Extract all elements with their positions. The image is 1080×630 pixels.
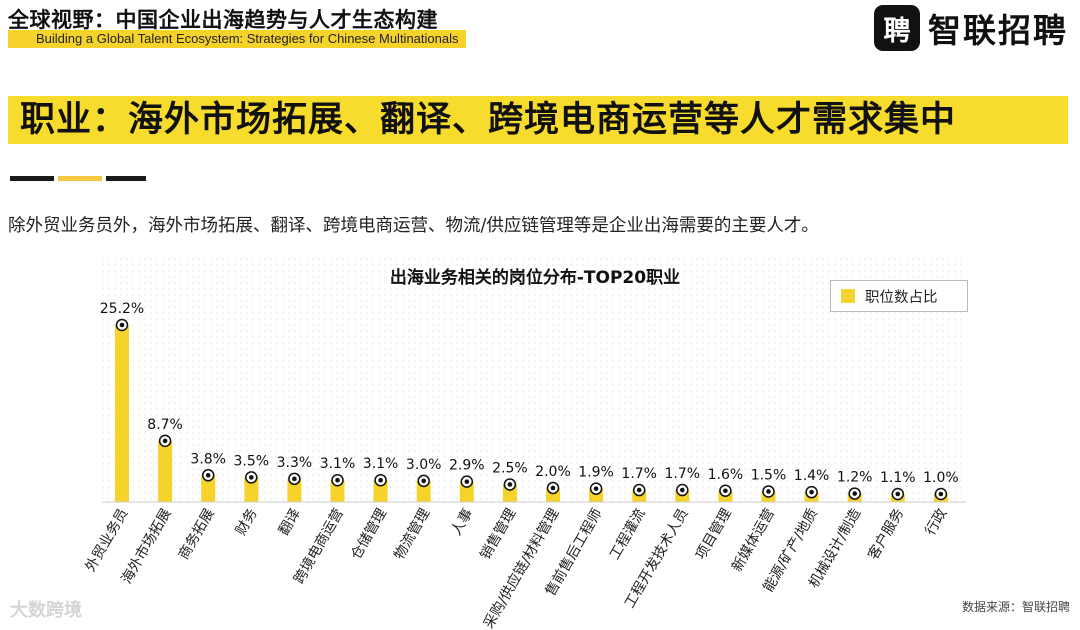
chart-background <box>102 256 966 502</box>
data-label: 3.8% <box>190 451 226 467</box>
bar-marker-dot <box>464 479 470 484</box>
bar-marker-dot <box>162 438 168 444</box>
logo-mark-icon: 聘 <box>874 5 920 51</box>
bar <box>115 325 129 502</box>
description-text: 除外贸业务员外，海外市场拓展、翻译、跨境电商运营、物流/供应链管理等是企业出海需… <box>8 216 819 236</box>
divider-segment <box>58 176 102 181</box>
category-label: 工程灌流 <box>607 506 649 562</box>
decorative-divider <box>10 176 146 181</box>
bar-marker-dot <box>421 478 427 484</box>
divider-segment <box>10 176 54 181</box>
bar-marker-dot <box>119 322 125 328</box>
data-label: 1.4% <box>794 468 830 484</box>
section-banner: 职业：海外市场拓展、翻译、跨境电商运营等人才需求集中 <box>8 96 1068 144</box>
bar-marker-dot <box>938 491 944 497</box>
watermark: 大数跨境 <box>10 600 82 621</box>
category-label: 仓储管理 <box>348 506 390 562</box>
bar-marker-dot <box>249 475 254 480</box>
category-label: 外贸业务员 <box>83 506 132 575</box>
bar <box>244 477 259 502</box>
bar <box>416 480 431 502</box>
category-label: 行政 <box>923 506 951 538</box>
section-title: 职业：海外市场拓展、翻译、跨境电商运营等人才需求集中 <box>20 100 957 140</box>
bar <box>287 478 302 502</box>
data-label: 3.3% <box>277 455 313 471</box>
data-label: 3.0% <box>406 457 442 473</box>
bar-marker-dot <box>593 486 599 491</box>
bar-marker-dot <box>292 476 297 482</box>
data-label: 3.1% <box>320 456 356 472</box>
data-label: 3.5% <box>234 453 270 469</box>
category-label: 销售管理 <box>478 506 520 562</box>
bar-marker-dot <box>378 477 383 483</box>
report-subtitle: Building a Global Talent Ecosystem: Stra… <box>8 30 467 48</box>
bar-marker-dot <box>550 485 556 491</box>
bar <box>330 480 345 502</box>
chart-legend: 职位数占比 <box>830 280 968 312</box>
bar-marker-dot <box>723 488 728 494</box>
data-label: 1.9% <box>578 465 614 481</box>
category-label: 物流管理 <box>391 506 433 562</box>
legend-swatch <box>841 289 855 303</box>
category-label: 客户服务 <box>865 506 908 563</box>
bar <box>373 480 388 502</box>
category-label: 项目管理 <box>693 506 735 562</box>
bar-marker-dot <box>852 491 857 496</box>
logo-text: 智联招聘 <box>928 11 1068 50</box>
data-label: 3.1% <box>363 456 399 472</box>
data-label: 2.0% <box>535 464 571 480</box>
legend-label: 职位数占比 <box>865 289 938 306</box>
category-label: 采购/供应链/材料管理 <box>480 506 562 630</box>
brand-logo: 聘 智联招聘 <box>874 4 1068 52</box>
data-label: 2.5% <box>492 460 528 476</box>
bar-marker-dot <box>895 491 901 497</box>
data-label: 1.5% <box>751 467 787 483</box>
data-label: 1.2% <box>837 470 873 486</box>
data-label: 8.7% <box>147 417 183 433</box>
data-label: 25.2% <box>100 301 144 317</box>
report-title: 全球视野：中国企业出海趋势与人才生态构建 <box>8 8 438 32</box>
bar-marker-dot <box>205 473 211 478</box>
chart-title: 出海业务相关的岗位分布-TOP20职业 <box>390 267 680 288</box>
bar <box>201 475 216 502</box>
data-source: 数据来源：智联招聘 <box>961 600 1070 614</box>
data-label: 2.9% <box>449 458 485 474</box>
bar-marker-dot <box>766 489 771 494</box>
bar <box>158 440 173 502</box>
bar-marker-dot <box>335 477 340 483</box>
divider-segment <box>106 176 146 181</box>
bar-marker-dot <box>809 489 814 495</box>
data-label: 1.6% <box>708 467 744 483</box>
data-label: 1.7% <box>621 466 657 482</box>
bar-marker-dot <box>636 487 642 493</box>
data-label: 1.0% <box>923 470 959 486</box>
category-label: 新媒体运营 <box>729 506 778 575</box>
category-label: 翻译 <box>276 506 304 538</box>
data-label: 1.7% <box>665 466 701 482</box>
category-label: 财务 <box>233 506 261 538</box>
bar-marker-dot <box>680 487 685 493</box>
category-label: 商务拓展 <box>176 506 218 562</box>
bar-marker-dot <box>507 482 513 487</box>
data-label: 1.1% <box>880 470 916 486</box>
category-label: 人事 <box>448 506 476 538</box>
